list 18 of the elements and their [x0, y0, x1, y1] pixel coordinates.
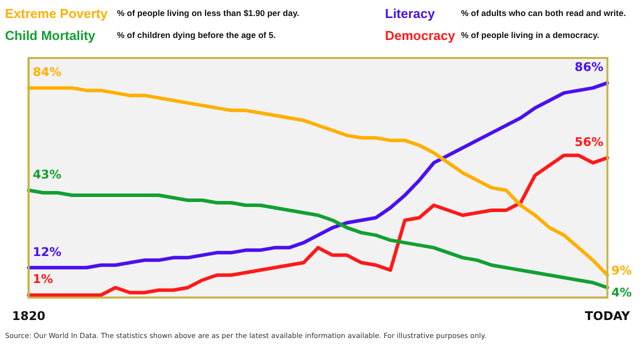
text: Extreme Poverty: [5, 6, 109, 20]
text: Child Mortality: [5, 28, 96, 42]
text: % of people living on less than $1.90 per day.: [117, 8, 300, 18]
data-label: 56%: [574, 134, 604, 149]
text: % of people living in a democracy.: [461, 30, 600, 40]
data-label: 84%: [32, 65, 62, 80]
data-label: 43%: [32, 167, 62, 182]
data-label: 9%: [611, 263, 632, 278]
text: % of children dying before the age of 5.: [117, 30, 277, 40]
data-label: 1%: [32, 272, 54, 286]
data-label: 86%: [574, 60, 604, 74]
text: Literacy: [385, 6, 436, 20]
text: Democracy: [385, 28, 456, 42]
x-tick-label: TODAY: [584, 308, 630, 323]
data-label: 12%: [32, 244, 62, 259]
data-label: 4%: [611, 286, 632, 300]
text: % of adults who can both read and write.: [461, 8, 627, 18]
x-tick-label: 1820: [12, 308, 46, 323]
